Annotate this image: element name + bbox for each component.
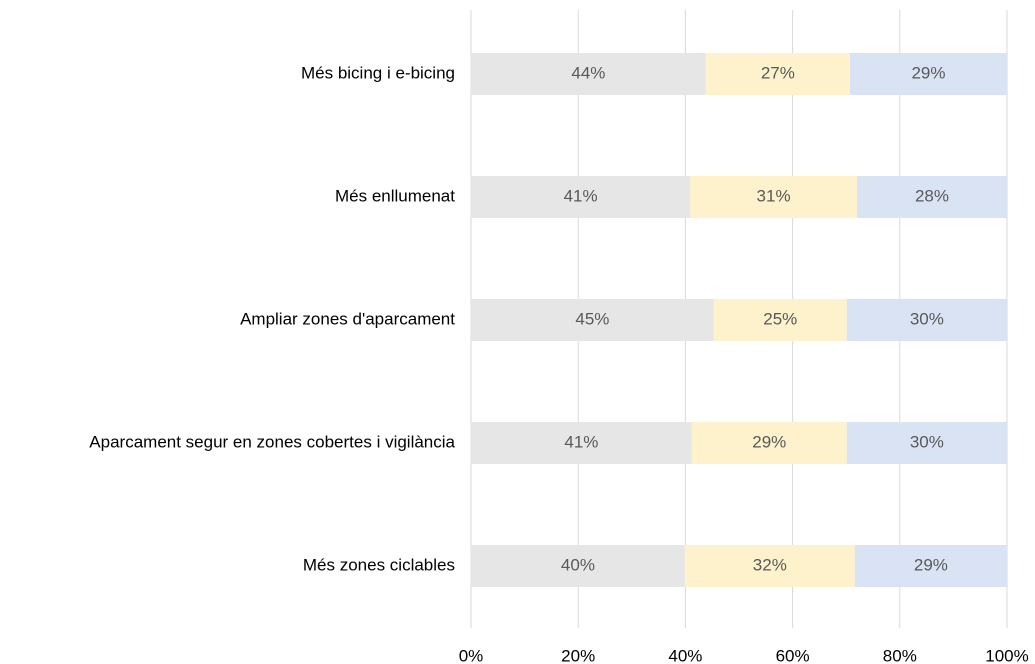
x-tick-label: 40% bbox=[668, 646, 702, 664]
bar-segment bbox=[705, 53, 850, 95]
data-label: 40% bbox=[561, 555, 595, 574]
data-label: 29% bbox=[752, 432, 786, 451]
data-label: 45% bbox=[575, 309, 609, 328]
data-label: 30% bbox=[910, 309, 944, 328]
x-tick-label: 20% bbox=[561, 646, 595, 664]
bar-segment bbox=[690, 176, 857, 218]
data-label: 44% bbox=[571, 63, 605, 82]
x-tick-label: 80% bbox=[883, 646, 917, 664]
x-tick-label: 0% bbox=[459, 646, 484, 664]
data-label: 41% bbox=[564, 432, 598, 451]
bar-segment bbox=[854, 545, 1007, 587]
y-tick-label: Més enllumenat bbox=[335, 186, 455, 205]
data-label: 25% bbox=[763, 309, 797, 328]
data-label: 41% bbox=[564, 186, 598, 205]
data-label: 30% bbox=[910, 432, 944, 451]
bar-segment bbox=[849, 53, 1007, 95]
data-label: 32% bbox=[753, 555, 787, 574]
bar-segment bbox=[856, 176, 1007, 218]
y-tick-label: Més bicing i e-bicing bbox=[301, 63, 455, 82]
data-label: 28% bbox=[915, 186, 949, 205]
bar-segment bbox=[691, 422, 847, 464]
x-tick-label: 60% bbox=[776, 646, 810, 664]
bar-segment bbox=[471, 545, 685, 587]
bar-segment bbox=[471, 176, 691, 218]
bar-segment bbox=[471, 299, 714, 341]
data-label: 29% bbox=[911, 63, 945, 82]
bar-segment bbox=[471, 422, 692, 464]
bar-segment bbox=[471, 53, 706, 95]
y-tick-label: Més zones ciclables bbox=[303, 555, 455, 574]
y-tick-label: Ampliar zones d'aparcament bbox=[240, 309, 455, 328]
data-label: 27% bbox=[761, 63, 795, 82]
data-label: 29% bbox=[914, 555, 948, 574]
x-tick-label: 100% bbox=[985, 646, 1028, 664]
y-tick-label: Aparcament segur en zones cobertes i vig… bbox=[89, 432, 455, 451]
data-label: 31% bbox=[757, 186, 791, 205]
bar-segment bbox=[846, 299, 1007, 341]
bar-segment bbox=[713, 299, 847, 341]
bar-segment bbox=[684, 545, 855, 587]
bar-segment bbox=[846, 422, 1007, 464]
